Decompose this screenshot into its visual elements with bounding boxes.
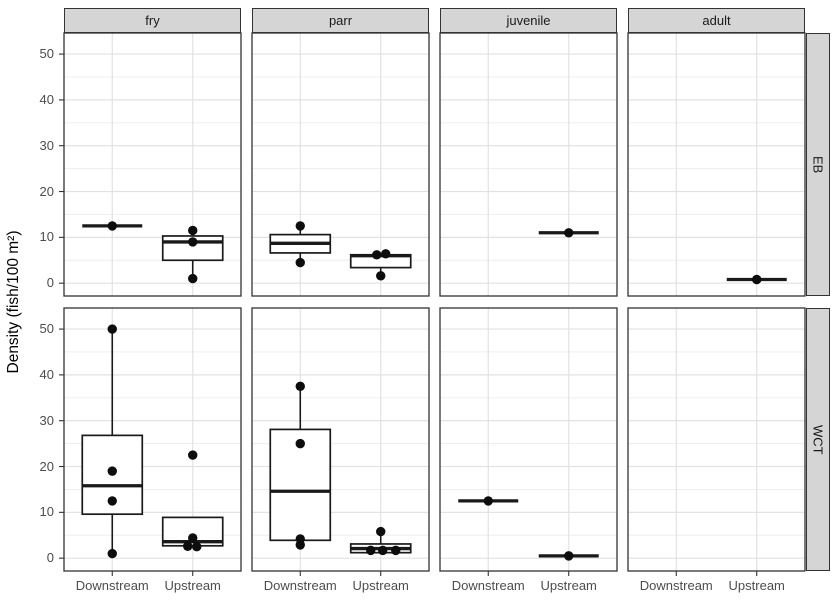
- data-point: [188, 450, 198, 460]
- data-point: [295, 257, 305, 268]
- data-point: [376, 271, 386, 281]
- data-point: [752, 274, 762, 285]
- data-point: [378, 545, 388, 556]
- panel-border-WCT-fry: [63, 307, 242, 572]
- data-point: [483, 496, 493, 506]
- data-point: [188, 533, 198, 543]
- data-point: [376, 526, 386, 537]
- data-point: [188, 237, 198, 247]
- data-point: [107, 466, 117, 476]
- facet-strip-adult: adult: [628, 8, 805, 33]
- panel-bg-EB-adult: [628, 33, 805, 296]
- panel-border-EB-adult: [627, 32, 806, 297]
- y-tick-label: 40: [39, 91, 54, 107]
- data-point: [295, 381, 305, 392]
- data-point: [372, 250, 382, 260]
- panel-border-WCT-adult: [627, 307, 806, 572]
- panel-bg-WCT-juvenile: [440, 308, 617, 571]
- panel-border-EB-parr: [251, 32, 430, 297]
- panel-border-WCT-juvenile: [439, 307, 618, 572]
- data-point: [192, 542, 202, 552]
- facet-strip-fry: fry: [64, 8, 241, 33]
- data-point: [366, 545, 376, 556]
- panel-border-EB-juvenile: [439, 32, 618, 297]
- x-tick-label: Upstream: [728, 578, 785, 593]
- y-tick-label: 0: [46, 275, 54, 291]
- y-tick-label: 10: [39, 229, 54, 245]
- y-tick-label: 50: [39, 321, 54, 337]
- y-tick-label: 50: [39, 46, 54, 62]
- facet-strip-parr: parr: [252, 8, 429, 33]
- data-point: [295, 438, 305, 449]
- data-point: [107, 548, 117, 559]
- panel-bg-EB-juvenile: [440, 33, 617, 296]
- y-tick-label: 20: [39, 183, 54, 199]
- y-tick-label: 30: [39, 137, 54, 153]
- facet-strip-row-EB: EB: [806, 33, 830, 296]
- data-point: [564, 228, 574, 238]
- data-point: [183, 541, 193, 551]
- data-point: [381, 249, 391, 259]
- panel-bg-WCT-adult: [628, 308, 805, 571]
- x-tick-label: Upstream: [352, 578, 409, 593]
- x-tick-label: Upstream: [164, 578, 221, 593]
- x-tick-label: Downstream: [263, 578, 337, 593]
- panel-border-WCT-parr: [251, 307, 430, 572]
- panel-border-EB-fry: [63, 32, 242, 297]
- y-tick-label: 10: [39, 504, 54, 520]
- boxplot-box: [269, 428, 332, 542]
- data-point: [107, 221, 117, 231]
- x-tick-label: Downstream: [639, 578, 713, 593]
- data-point: [295, 540, 305, 550]
- y-tick-label: 20: [39, 458, 54, 474]
- data-point: [188, 225, 198, 236]
- facet-strip-row-WCT: WCT: [806, 308, 830, 571]
- x-tick-label: Downstream: [75, 578, 149, 593]
- data-point: [295, 221, 305, 231]
- data-point: [391, 545, 401, 556]
- y-tick-label: 0: [46, 550, 54, 566]
- data-point: [107, 496, 117, 506]
- y-axis-title: Density (fish/100 m²): [5, 230, 22, 374]
- y-tick-label: 40: [39, 366, 54, 382]
- x-tick-label: Upstream: [540, 578, 597, 593]
- data-point: [564, 551, 574, 561]
- data-point: [107, 324, 117, 334]
- facet-strip-juvenile: juvenile: [440, 8, 617, 33]
- x-tick-label: Downstream: [451, 578, 525, 593]
- data-point: [188, 273, 198, 284]
- y-tick-label: 30: [39, 412, 54, 428]
